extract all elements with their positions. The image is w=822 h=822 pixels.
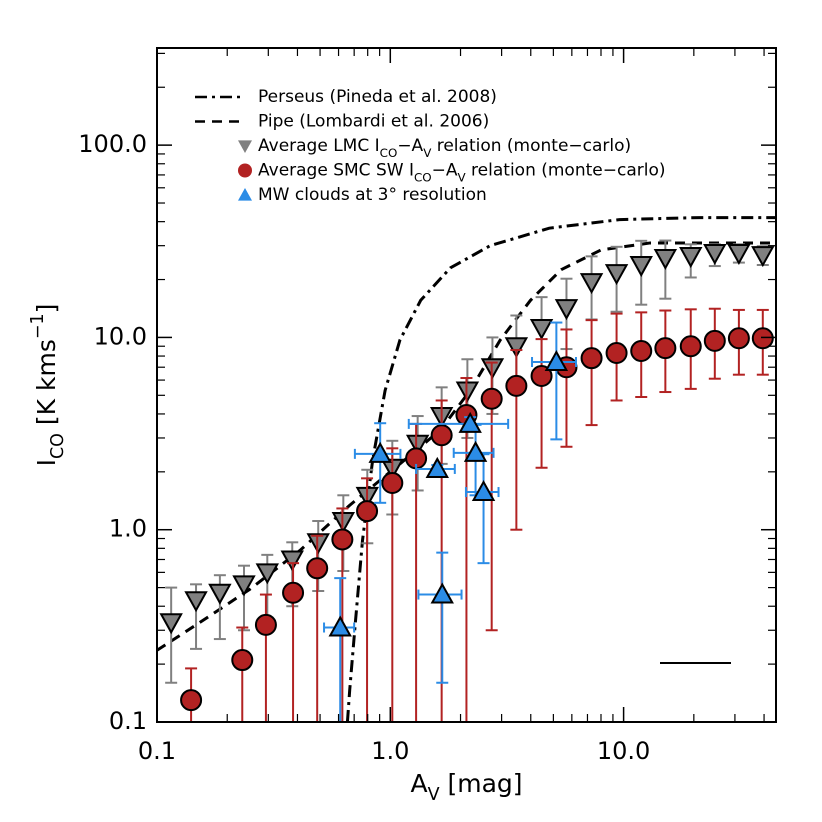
marker: [605, 341, 628, 364]
marker: [328, 615, 352, 637]
marker: [368, 441, 392, 463]
plot-frame: [156, 47, 777, 723]
model-curve: [157, 241, 776, 652]
y-tick-label: 100.0: [78, 130, 147, 158]
legend-label: Average LMC ICO−AV relation (monte−carlo…: [258, 136, 631, 160]
marker: [727, 327, 750, 350]
text-part: V: [458, 170, 467, 184]
text-part: ]: [32, 304, 61, 314]
legend-swatch: [238, 163, 252, 178]
text-part: V: [423, 146, 432, 160]
text-part: [K kms: [32, 339, 61, 433]
x-tick-label: 1.0: [371, 737, 409, 765]
marker: [471, 479, 496, 502]
marker: [653, 248, 678, 271]
marker: [544, 349, 569, 372]
marker: [703, 243, 727, 266]
text-part: −A: [432, 161, 458, 181]
marker: [463, 440, 488, 462]
marker: [554, 299, 579, 321]
legend-swatch: [238, 188, 252, 201]
marker: [159, 613, 183, 635]
text-part: Pipe (Lombardi et al. 2006): [258, 112, 489, 132]
x-axis-label: AV [mag]: [410, 769, 522, 805]
marker: [231, 649, 254, 672]
text-part: relation (monte−carlo): [431, 136, 631, 156]
marker: [306, 557, 329, 580]
marker: [751, 246, 775, 268]
marker: [255, 563, 279, 585]
model-curve: [345, 216, 776, 722]
y-tick-label: 1.0: [109, 515, 147, 543]
legend-label: Pipe (Lombardi et al. 2006): [258, 112, 489, 132]
marker: [184, 591, 208, 613]
marker: [579, 273, 604, 295]
y-tick-label: 0.1: [109, 707, 147, 735]
marker: [381, 471, 404, 494]
legend-swatch: [238, 140, 252, 153]
x-tick-label: 10.0: [597, 737, 650, 765]
text-part: Average SMC SW I: [258, 161, 414, 181]
text-part: relation (monte−carlo): [466, 161, 666, 181]
text-part: A: [410, 769, 427, 798]
marker: [208, 583, 232, 605]
text-part: Perseus (Pineda et al. 2008): [258, 87, 497, 107]
y-axis-label: ICO [K kms−1]: [28, 304, 68, 467]
marker: [282, 581, 305, 604]
marker: [529, 318, 554, 341]
marker: [331, 528, 354, 551]
text-part: CO: [414, 170, 432, 184]
marker: [703, 329, 726, 352]
marker: [505, 374, 528, 397]
marker: [430, 582, 454, 604]
marker: [504, 337, 529, 359]
marker: [604, 264, 629, 286]
x-tick-label: 0.1: [138, 737, 176, 765]
marker: [751, 327, 774, 350]
legend-label: Average SMC SW ICO−AV relation (monte−ca…: [258, 161, 666, 185]
marker: [727, 243, 751, 266]
legend-label: MW clouds at 3° resolution: [258, 185, 487, 205]
text-part: CO: [48, 433, 68, 459]
text-part: −1: [28, 313, 48, 339]
text-part: I: [32, 459, 61, 466]
y-tick-label: 10.0: [94, 322, 147, 350]
marker: [480, 387, 503, 410]
text-part: [mag]: [440, 769, 523, 798]
text-part: CO: [380, 146, 398, 160]
marker: [679, 247, 703, 269]
marker: [458, 411, 482, 433]
marker: [254, 613, 277, 636]
plot-area: [157, 216, 776, 722]
marker: [280, 550, 304, 572]
marker: [232, 575, 256, 597]
marker: [430, 424, 453, 447]
marker: [405, 434, 430, 456]
text-part: MW clouds at 3° resolution: [258, 185, 487, 205]
marker: [425, 456, 449, 478]
marker: [530, 365, 553, 388]
marker: [654, 337, 677, 360]
marker: [629, 256, 653, 278]
marker: [679, 335, 702, 358]
marker: [306, 533, 330, 555]
text-part: Average LMC I: [258, 136, 380, 156]
marker: [180, 689, 203, 712]
text-part: V: [428, 785, 440, 805]
legend-label: Perseus (Pineda et al. 2008): [258, 87, 497, 107]
marker: [580, 347, 603, 370]
text-part: −A: [397, 136, 423, 156]
marker: [630, 339, 653, 362]
marker: [356, 500, 379, 523]
